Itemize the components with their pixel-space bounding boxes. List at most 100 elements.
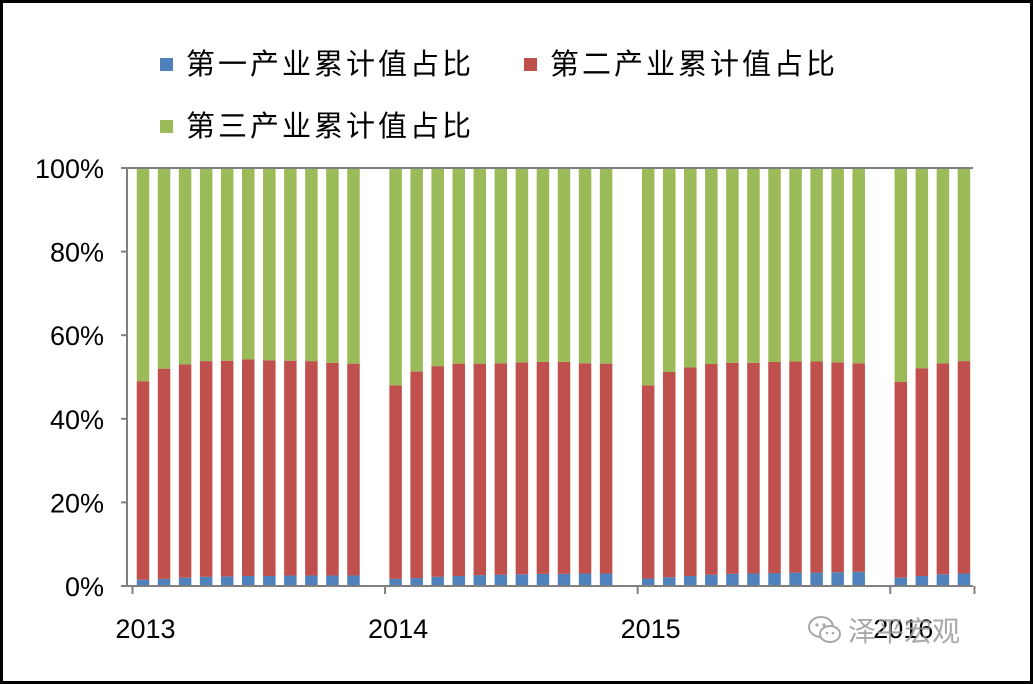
- bar-tertiary-2013-8: [284, 168, 297, 361]
- legend-label: 第三产业累计值占比: [186, 109, 474, 143]
- bar-primary-2013-6: [242, 575, 255, 586]
- bar-primary-2016-4: [957, 573, 971, 586]
- bar-tertiary-2014-10: [578, 168, 592, 364]
- bar-tertiary-2013-3: [178, 168, 192, 365]
- bar-tertiary-2016-3: [936, 168, 950, 364]
- bar-tertiary-2013-10: [326, 168, 339, 363]
- bars: [136, 168, 971, 586]
- bar-tertiary-2014-7: [515, 168, 529, 363]
- bar-secondary-2013-8: [284, 360, 297, 576]
- bar-tertiary-2014-3: [431, 168, 444, 367]
- bar-primary-2014-5: [473, 575, 487, 586]
- bar-secondary-2016-3: [936, 363, 950, 575]
- bar-secondary-2016-1: [894, 382, 908, 578]
- bar-secondary-2014-8: [536, 361, 550, 574]
- bar-primary-2013-10: [326, 575, 339, 586]
- bar-tertiary-2015-1: [641, 168, 655, 386]
- bar-secondary-2013-11: [347, 363, 360, 576]
- bar-secondary-2016-4: [957, 361, 971, 574]
- legend-item-1: 第一产业累计值占比: [160, 47, 471, 81]
- bar-primary-2016-1: [894, 577, 908, 586]
- legend-item-3: 第三产业累计值占比: [160, 109, 474, 143]
- bar-primary-2013-1: [136, 579, 150, 586]
- bar-primary-2015-5: [726, 573, 739, 586]
- bar-secondary-2013-9: [305, 361, 318, 576]
- bar-tertiary-2015-5: [726, 168, 739, 363]
- bar-secondary-2014-1: [389, 385, 402, 579]
- bar-tertiary-2016-1: [894, 168, 908, 383]
- bar-primary-2014-9: [557, 573, 571, 586]
- bar-tertiary-2015-9: [810, 168, 823, 362]
- bar-secondary-2014-7: [515, 362, 529, 575]
- bar-tertiary-2014-2: [410, 168, 423, 372]
- legend-swatch: [160, 120, 173, 133]
- bar-primary-2015-1: [641, 578, 655, 586]
- bar-tertiary-2013-2: [157, 168, 171, 369]
- bar-tertiary-2015-11: [852, 168, 865, 364]
- axes: 0% 20% 40% 60% 80% 100% 2013 2014 2015 2016: [35, 154, 976, 644]
- bar-secondary-2015-11: [852, 363, 865, 572]
- bar-primary-2014-6: [494, 574, 508, 586]
- bar-primary-2014-7: [515, 574, 529, 586]
- x-tick-label-2013: 2013: [115, 614, 175, 644]
- y-tick-label: 0%: [65, 572, 104, 602]
- bar-secondary-2015-6: [747, 362, 760, 574]
- y-tick-label: 20%: [50, 488, 104, 518]
- bar-secondary-2014-2: [410, 371, 423, 579]
- bar-tertiary-2013-5: [220, 168, 234, 361]
- bar-secondary-2015-2: [663, 371, 676, 578]
- bar-secondary-2013-4: [199, 361, 213, 577]
- bar-secondary-2015-1: [641, 385, 655, 579]
- bar-primary-2015-4: [705, 574, 718, 586]
- bar-tertiary-2013-6: [242, 168, 255, 360]
- bar-tertiary-2013-1: [136, 168, 150, 382]
- bar-tertiary-2014-4: [452, 168, 465, 364]
- watermark-text: 泽平宏观: [848, 615, 961, 648]
- bar-primary-2014-4: [452, 575, 465, 586]
- bar-secondary-2014-9: [557, 361, 571, 574]
- watermark: 泽平宏观: [808, 610, 960, 650]
- bar-tertiary-2015-8: [789, 168, 802, 362]
- bar-primary-2013-5: [220, 576, 234, 586]
- bar-secondary-2013-2: [157, 368, 171, 579]
- legend-swatch: [524, 58, 537, 71]
- bar-primary-2015-8: [789, 572, 802, 586]
- bar-group-2013: [136, 168, 360, 586]
- bar-primary-2015-10: [831, 572, 844, 586]
- bar-secondary-2015-5: [726, 362, 739, 574]
- y-tick-label: 60%: [50, 321, 104, 351]
- bar-secondary-2015-9: [810, 361, 823, 573]
- bar-primary-2014-2: [410, 578, 423, 586]
- legend-item-2: 第二产业累计值占比: [524, 47, 835, 81]
- bar-group-2015: [641, 168, 865, 586]
- bar-group-2014: [389, 168, 613, 586]
- bar-tertiary-2014-8: [536, 168, 550, 362]
- bar-tertiary-2013-4: [199, 168, 213, 362]
- bar-primary-2015-6: [747, 573, 760, 586]
- bar-primary-2014-3: [431, 576, 444, 586]
- bar-secondary-2013-10: [326, 362, 339, 576]
- bar-tertiary-2015-7: [768, 168, 781, 362]
- bar-primary-2015-2: [663, 577, 676, 586]
- bar-tertiary-2015-4: [705, 168, 718, 365]
- bar-group-2016: [894, 168, 971, 586]
- bar-secondary-2015-3: [684, 367, 697, 576]
- bar-primary-2015-7: [768, 573, 781, 586]
- bar-primary-2014-10: [578, 573, 592, 586]
- bar-primary-2015-9: [810, 572, 823, 586]
- bar-primary-2013-8: [284, 575, 297, 586]
- y-tick-label: 100%: [35, 154, 104, 184]
- bar-primary-2016-3: [936, 574, 950, 586]
- bar-tertiary-2014-1: [389, 168, 402, 386]
- bar-secondary-2014-4: [452, 363, 465, 576]
- bar-secondary-2014-3: [431, 366, 444, 577]
- bar-secondary-2015-10: [831, 362, 844, 573]
- bar-secondary-2014-10: [578, 363, 592, 574]
- bar-tertiary-2015-2: [663, 168, 676, 372]
- bar-secondary-2013-1: [136, 381, 150, 580]
- bar-tertiary-2016-2: [915, 168, 929, 369]
- x-tick-label-2016: 2016: [873, 614, 933, 644]
- bar-primary-2016-2: [915, 575, 929, 586]
- wechat-icon: [808, 616, 841, 643]
- bar-tertiary-2014-11: [599, 168, 613, 364]
